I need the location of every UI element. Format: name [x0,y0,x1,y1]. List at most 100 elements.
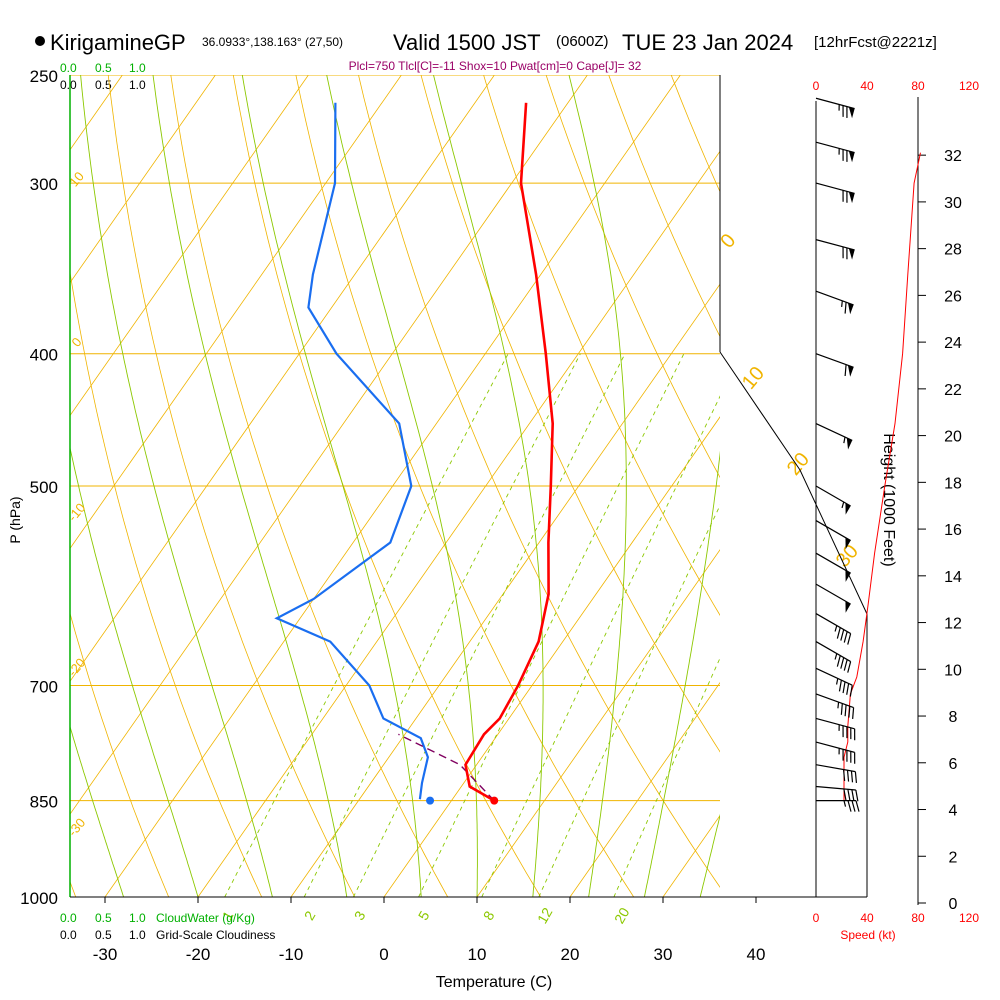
isotherm-line [70,75,402,550]
wind-barb [815,764,858,784]
wind-barb [815,693,855,720]
dry-adiabat [483,75,720,616]
speed-tick-bottom: 120 [959,911,979,925]
height-tick-label: 28 [944,242,962,259]
mixing-ratio-label: 5 [415,908,433,923]
moist-adiabat [80,75,273,897]
wind-barb [815,785,859,802]
cloudwater-tick-top: 0.5 [95,61,112,75]
height-tick-label: 8 [949,709,958,726]
speed-tick-top: 40 [860,79,874,93]
speed-tick-top: 80 [911,79,925,93]
dry-adiabat [848,51,1000,926]
x-tick-label: 30 [654,945,673,964]
dry-adiabat-label: 10 [738,363,769,394]
mixing-ratio-line [481,395,720,897]
plot-frame [69,75,868,898]
dry-adiabat [545,75,720,479]
speed-tick-bottom: 80 [911,911,925,925]
dry-adiabat-label: -20 [65,655,89,679]
wind-barb [816,800,860,812]
pressure-axis: 250 300 400 500 700 850 1000 [20,67,58,908]
moist-adiabat [326,75,478,897]
x-axis-label: Temperature (C) [436,974,552,991]
dry-adiabat [70,270,263,897]
wind-barb [815,422,853,450]
mixing-ratio-line [224,353,509,897]
wind-barb [815,520,851,550]
isotherm-line [197,150,720,897]
dewpoint-line [274,102,430,800]
station-dot [35,36,45,46]
moist-adiabat [70,725,125,897]
isotherm-line [70,75,495,682]
valid-date: TUE 23 Jan 2024 [622,30,793,55]
height-tick-label: 0 [949,896,958,913]
station-name: KirigamineGP [50,30,186,55]
pressure-tick-label: 700 [30,678,58,697]
cloudwater-label: CloudWater (g/Kg) [156,911,255,925]
dry-adiabat [70,611,170,897]
x-tick-label: 10 [468,945,487,964]
wind-barb [815,641,852,673]
parcel-path [398,733,495,802]
surface-dewpoint-dot [426,796,435,805]
moist-adiabat [568,75,627,897]
speed-tick-bottom: 40 [860,911,874,925]
pressure-tick-label: 250 [30,67,58,86]
pressure-tick-label: 300 [30,175,58,194]
mixing-ratio-label: 3 [351,908,369,923]
height-tick-label: 10 [944,662,962,679]
speed-tick-bottom: 0 [813,911,820,925]
dry-adiabat-label: -30 [65,815,89,839]
x-tick-label: -10 [279,945,304,964]
height-tick-label: 12 [944,616,962,633]
surface-temperature-dot [490,796,499,805]
wind-barb [815,182,855,204]
mixing-ratio-line [352,353,626,897]
mixing-ratio-line [418,353,685,897]
temperature-line [464,102,555,802]
wind-barb [815,741,856,764]
cloudiness-tick-top: 0.5 [95,78,112,92]
thermo-background [70,0,1000,926]
mixing-ratio-label: 2 [301,908,319,923]
wind-barb [815,552,851,582]
cloudwater-tick-top: 0.0 [60,61,77,75]
sounding-params: Plcl=750 Tlcl[C]=-11 Shox=10 Pwat[cm]=0 … [349,59,642,73]
height-tick-label: 18 [944,475,962,492]
mixing-ratio-label: 20 [611,905,633,927]
temperature-axis: -30 -20 -10 0 10 20 30 40 [93,897,765,964]
moist-adiabat [433,75,544,897]
isotherm-line [476,549,720,897]
cloudiness-tick: 0.0 [60,928,77,942]
height-tick-label: 2 [949,849,958,866]
height-tick-label: 16 [944,522,962,539]
wind-barb [815,239,855,260]
wind-barb [815,667,853,697]
wind-barbs [815,97,860,812]
moist-adiabat [756,0,1000,897]
x-tick-label: 0 [379,945,388,964]
isotherm-line [756,75,1000,897]
isotherm-line [70,75,309,417]
cloudiness-tick-top: 0.0 [60,78,77,92]
forecast-info: [12hrFcst@2221z] [814,34,937,51]
height-tick-label: 32 [944,148,962,165]
cloudwater-tick: 0.0 [60,911,77,925]
height-tick-label: 22 [944,382,962,399]
speed-tick-top: 120 [959,79,979,93]
valid-zulu: (0600Z) [556,33,609,50]
dry-adiabat [608,75,720,338]
speed-axis: 0 0 40 40 80 80 120 120 [813,79,980,925]
wind-barb [815,141,855,163]
cloudwater-tick: 0.5 [95,911,112,925]
wind-barb [815,353,854,377]
station-coords: 36.0933°,138.163° (27,50) [202,35,343,49]
dry-adiabat [420,75,720,753]
cloudwater-tick-top: 1.0 [129,61,146,75]
y-axis-label: P (hPa) [7,496,23,543]
isotherm-line [383,416,720,897]
isotherm-line [569,682,720,897]
